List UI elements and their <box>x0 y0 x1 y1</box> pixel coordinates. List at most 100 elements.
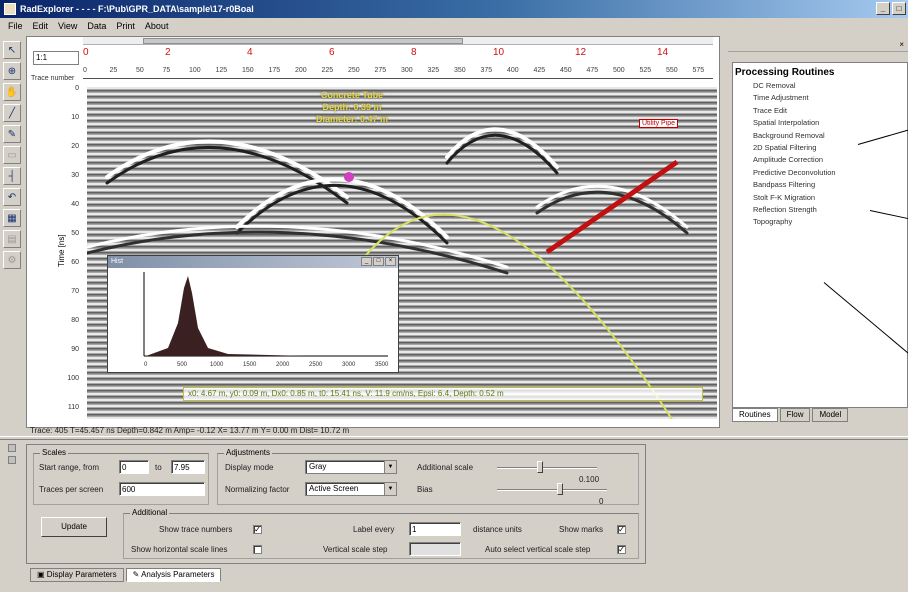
histogram-maximize-button[interactable]: □ <box>373 257 384 266</box>
trace-tick: 325 <box>427 67 440 74</box>
routine-item[interactable]: Spatial Interpolation <box>753 118 820 128</box>
traces-per-screen-input[interactable] <box>119 482 205 496</box>
menu-file[interactable]: File <box>8 21 23 31</box>
show-marks-checkbox[interactable]: ✓ <box>617 525 626 534</box>
tab-model[interactable]: Model <box>812 408 849 422</box>
trace-tick: 400 <box>507 67 519 74</box>
close-icon[interactable]: × <box>899 40 904 49</box>
vertical-step-input[interactable] <box>409 542 461 556</box>
end-range-input[interactable] <box>171 460 205 474</box>
routine-item[interactable]: Background Removal <box>753 130 825 140</box>
horizontal-scrollbar[interactable] <box>83 37 713 45</box>
zoom-icon[interactable]: ⊕ <box>3 62 21 80</box>
show-marks-label: Show marks <box>559 525 604 534</box>
additional-scale-slider[interactable] <box>497 467 597 469</box>
pen-icon[interactable]: ✎ <box>3 125 21 143</box>
strip-button[interactable] <box>8 444 16 452</box>
adjustments-title: Adjustments <box>224 448 273 457</box>
marker-icon[interactable]: ▭ <box>3 146 21 164</box>
routine-item[interactable]: Time Adjustment <box>753 93 809 103</box>
show-horizontal-checkbox[interactable] <box>253 545 262 554</box>
bias-thumb[interactable] <box>557 483 563 495</box>
auto-vertical-checkbox[interactable]: ✓ <box>617 545 626 554</box>
distance-tick: 10 <box>493 47 505 58</box>
depth-tick: 70 <box>71 288 79 295</box>
routine-item[interactable]: Amplitude Correction <box>753 155 824 165</box>
tab-routines[interactable]: Routines <box>732 408 778 422</box>
ruler-icon[interactable]: ┤ <box>3 167 21 185</box>
trace-tick: 350 <box>454 67 466 74</box>
trace-tick: 550 <box>666 67 678 74</box>
settings-icon[interactable]: ⚙ <box>3 251 21 269</box>
depth-ruler: 0 10 20 30 40 50 60 70 80 90 100 110 <box>53 85 83 421</box>
trace-tick: 175 <box>268 67 281 74</box>
bias-slider[interactable] <box>497 489 607 491</box>
menu-edit[interactable]: Edit <box>32 21 49 31</box>
depth-tick: 110 <box>67 404 79 411</box>
depth-tick: 0 <box>75 85 79 92</box>
trace-tick: 525 <box>639 67 652 74</box>
normalizing-select[interactable]: Active Screen ▼ <box>305 482 397 496</box>
histogram-minimize-button[interactable]: _ <box>361 257 372 266</box>
routine-item[interactable]: 2D Spatial Filtering <box>753 143 817 153</box>
maximize-button[interactable]: □ <box>892 2 906 15</box>
trace-tick: 375 <box>480 67 493 74</box>
trace-axis-label: Trace number <box>31 75 75 82</box>
tab-display-parameters[interactable]: ▣ Display Parameters <box>30 568 124 582</box>
trace-tick: 0 <box>83 67 87 74</box>
histogram-x-tick: 2000 <box>276 362 290 368</box>
histogram-x-tick: 1500 <box>243 362 257 368</box>
strip-button[interactable] <box>8 456 16 464</box>
to-label: to <box>155 463 162 472</box>
normalizing-label: Normalizing factor <box>225 485 290 494</box>
radargram-image[interactable] <box>87 87 717 419</box>
histogram-title: Hist <box>108 256 398 268</box>
tab-label: Analysis Parameters <box>141 570 215 579</box>
menu-print[interactable]: Print <box>116 21 135 31</box>
show-trace-numbers-checkbox[interactable]: ✓ <box>253 525 262 534</box>
annotation-line: Concrete Tube <box>320 90 384 100</box>
undo-icon[interactable]: ↶ <box>3 188 21 206</box>
menu-data[interactable]: Data <box>87 21 107 31</box>
routine-item[interactable]: Reflection Strength <box>753 205 817 215</box>
histogram-close-button[interactable]: × <box>385 257 396 266</box>
routine-item[interactable]: Predictive Deconvolution <box>753 167 836 177</box>
grid-icon[interactable]: ▦ <box>3 209 21 227</box>
start-range-input[interactable] <box>119 460 149 474</box>
panel-splitter[interactable] <box>0 436 908 440</box>
display-mode-label: Display mode <box>225 463 274 472</box>
update-button[interactable]: Update <box>41 517 107 537</box>
display-params-icon: ▣ <box>37 570 47 579</box>
routine-item[interactable]: Bandpass Filtering <box>753 180 816 190</box>
line-icon[interactable]: ╱ <box>3 104 21 122</box>
show-trace-numbers-label: Show trace numbers <box>159 525 233 534</box>
routine-item[interactable]: DC Removal <box>753 81 796 90</box>
routine-item[interactable]: Topography <box>753 217 793 227</box>
routine-item[interactable]: Stolt F-K Migration <box>753 192 816 202</box>
show-horizontal-label: Show horizontal scale lines <box>131 545 228 554</box>
trace-ruler: 0 25 50 75 100 125 150 175 200 225 250 275 300 325 350… <box>83 67 713 79</box>
minimize-button[interactable]: _ <box>876 2 890 15</box>
trace-tick: 450 <box>560 67 572 74</box>
distance-ruler: 0 2 4 6 8 10 12 14 <box>83 47 713 63</box>
app-icon <box>4 3 16 15</box>
depth-tick: 30 <box>71 172 79 179</box>
menu-view[interactable]: View <box>58 21 78 31</box>
tab-flow[interactable]: Flow <box>779 408 811 422</box>
tab-analysis-parameters[interactable]: ✎ Analysis Parameters <box>125 568 222 582</box>
hand-icon[interactable]: ✋ <box>3 83 21 101</box>
zoom-field[interactable]: 1:1 <box>33 51 79 65</box>
display-mode-select[interactable]: Gray ▼ <box>305 460 397 474</box>
additional-scale-thumb[interactable] <box>537 461 543 473</box>
trace-tick: 75 <box>162 67 171 74</box>
histogram-x-tick: 2500 <box>309 362 323 368</box>
scroll-thumb[interactable] <box>143 38 463 44</box>
label-every-input[interactable] <box>409 522 461 536</box>
layers-icon[interactable]: ▤ <box>3 230 21 248</box>
routine-item[interactable]: Trace Edit <box>753 105 787 115</box>
histogram-window[interactable]: Hist _ □ × 0 500 1000 1500 2000 2500 3000 3500 <box>107 255 399 373</box>
trace-tick: 50 <box>136 67 144 74</box>
trace-tick: 275 <box>374 67 387 74</box>
menu-about[interactable]: About <box>144 21 169 31</box>
pointer-icon[interactable]: ↖ <box>3 41 21 59</box>
